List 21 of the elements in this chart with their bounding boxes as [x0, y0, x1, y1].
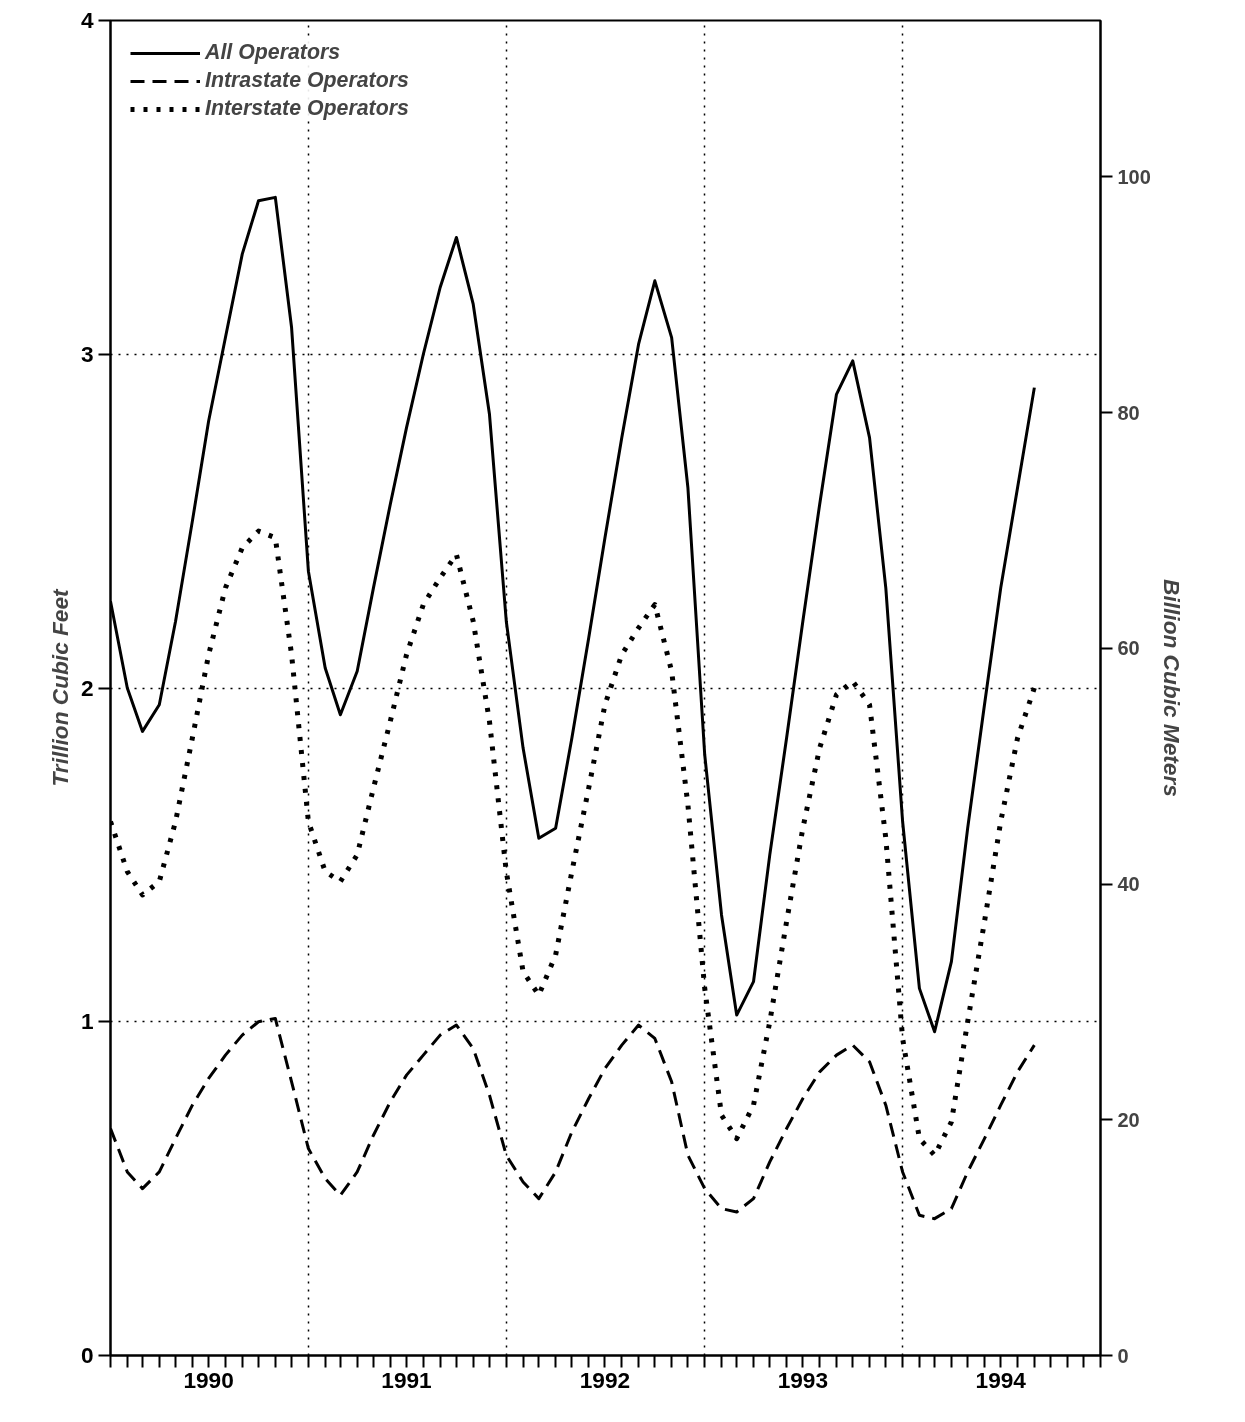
x-tick-label: 1992	[579, 1366, 631, 1393]
legend-label: Interstate Operators	[205, 96, 409, 121]
y2-tick-label: 100	[1117, 165, 1151, 188]
legend-label: Intrastate Operators	[205, 68, 409, 93]
x-tick-label: 1991	[381, 1366, 432, 1393]
y2-tick-label: 60	[1117, 637, 1140, 660]
y-tick-label: 4	[80, 7, 94, 33]
y2-axis-title: Billion Cubic Meters	[1158, 579, 1185, 797]
y2-tick-label: 0	[1117, 1344, 1129, 1367]
y2-tick-label: 20	[1117, 1108, 1140, 1131]
legend-label: All Operators	[205, 40, 341, 65]
y-tick-label: 2	[80, 674, 94, 701]
y-tick-label: 0	[80, 1342, 94, 1368]
y-tick-label: 3	[80, 340, 94, 367]
y-axis-title: Trillion Cubic Feet	[46, 587, 73, 787]
x-tick-label: 1990	[183, 1366, 234, 1393]
y2-tick-label: 80	[1117, 401, 1140, 424]
y-tick-label: 1	[80, 1008, 94, 1035]
x-tick-label: 1994	[975, 1366, 1027, 1393]
y2-tick-label: 40	[1117, 873, 1140, 896]
x-tick-label: 1993	[777, 1366, 829, 1393]
